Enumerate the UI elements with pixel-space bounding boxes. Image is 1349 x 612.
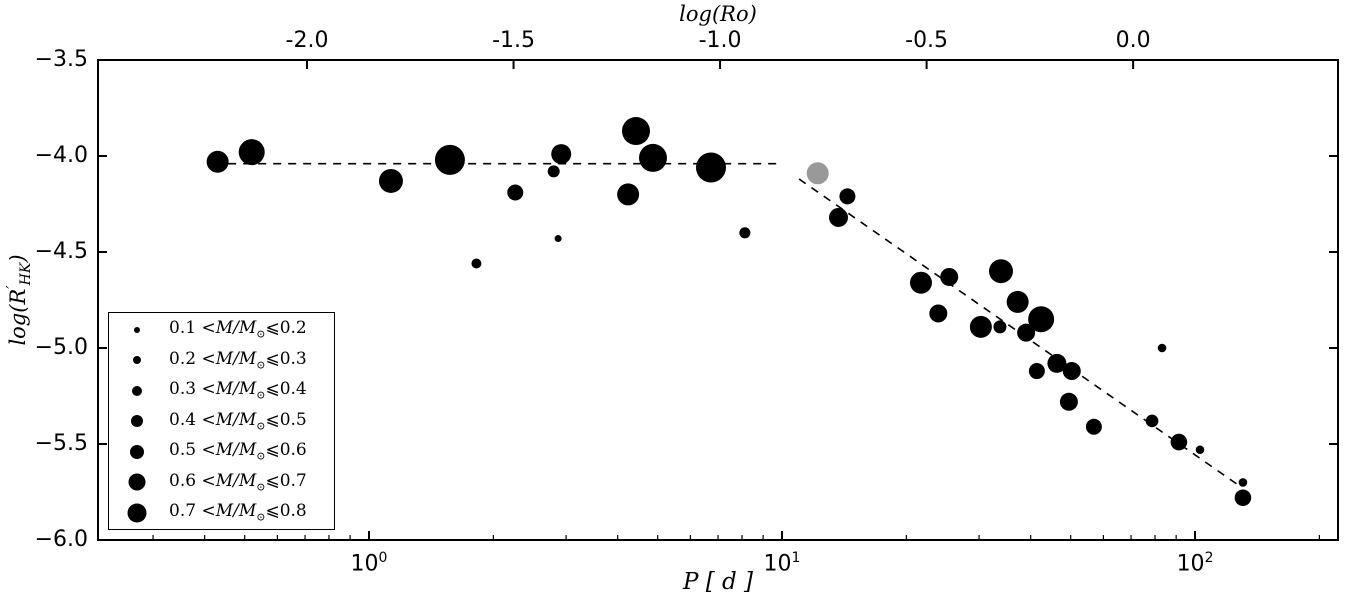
data-point <box>993 320 1007 334</box>
legend-item: 0.7 <M/M⊙⩽0.8 <box>109 499 334 527</box>
legend-item: 0.1 <M/M⊙⩽0.2 <box>109 316 334 344</box>
data-point <box>839 188 856 205</box>
top-tick-label: -1.0 <box>698 28 742 53</box>
y-tick-label: −6.0 <box>34 527 88 552</box>
legend-item-label: 0.2 <M/M⊙⩽0.3 <box>169 348 307 372</box>
data-point <box>617 183 640 206</box>
legend-box: 0.1 <M/M⊙⩽0.2 0.2 <M/M⊙⩽0.3 0.3 <M/M⊙⩽0.4 0… <box>108 312 335 530</box>
data-point <box>434 144 465 175</box>
legend-marker-dot <box>131 415 143 427</box>
top-tick-label: -2.0 <box>285 28 329 53</box>
legend-item: 0.6 <M/M⊙⩽0.7 <box>109 468 334 496</box>
data-point <box>206 150 229 173</box>
data-point <box>1047 353 1067 373</box>
x-tick-label: 101 <box>763 550 801 577</box>
data-point <box>1195 445 1205 455</box>
legend-item: 0.4 <M/M⊙⩽0.5 <box>109 407 334 435</box>
data-point <box>1145 414 1159 428</box>
data-point <box>1017 323 1036 342</box>
y-tick-label: −5.5 <box>34 431 88 456</box>
y-axis-title: log(R′HK) <box>2 254 35 346</box>
data-point <box>969 315 992 338</box>
data-point <box>554 235 562 243</box>
data-point <box>989 259 1014 284</box>
data-point <box>929 304 948 323</box>
legend-item: 0.5 <M/M⊙⩽0.6 <box>109 438 334 466</box>
x-tick-label: 102 <box>1176 550 1214 577</box>
data-point <box>378 168 403 193</box>
data-point <box>1059 392 1078 411</box>
data-point <box>1238 478 1248 487</box>
y-tick-label: −4.0 <box>34 143 88 168</box>
data-point <box>1028 306 1055 333</box>
top-tick-label: 0.0 <box>1115 28 1151 53</box>
top-tick-label: -0.5 <box>905 28 949 53</box>
legend-marker-icon <box>132 385 142 396</box>
data-point <box>739 227 751 239</box>
data-point <box>1170 433 1188 451</box>
top-tick-label: -1.5 <box>492 28 535 53</box>
data-point <box>828 207 848 227</box>
data-point <box>471 258 482 269</box>
y-tick-label: −3.5 <box>34 47 88 72</box>
data-point <box>695 152 726 183</box>
data-point <box>1062 362 1081 381</box>
legend-marker-dot <box>134 326 140 333</box>
data-point <box>1234 489 1252 507</box>
legend-marker-icon <box>131 415 143 427</box>
data-point <box>1085 418 1102 435</box>
data-point <box>547 165 560 178</box>
legend-marker-icon <box>128 473 146 491</box>
legend-marker-dot <box>133 356 141 364</box>
legend-item-label: 0.5 <M/M⊙⩽0.6 <box>169 440 307 463</box>
x-axis-title: P [ d ] <box>682 569 754 595</box>
legend-marker-dot <box>130 444 144 459</box>
data-point <box>238 139 265 166</box>
legend-item: 0.2 <M/M⊙⩽0.3 <box>109 346 334 374</box>
highlighted-data-point <box>806 162 829 185</box>
legend-marker-dot <box>128 473 146 491</box>
data-point <box>1157 343 1167 353</box>
y-tick-label: −4.5 <box>34 239 88 264</box>
legend-item-label: 0.4 <M/M⊙⩽0.5 <box>169 409 307 433</box>
data-point <box>909 271 932 294</box>
data-point <box>1028 363 1045 380</box>
legend-item-label: 0.6 <M/M⊙⩽0.7 <box>169 470 307 494</box>
legend-marker-dot <box>132 385 142 396</box>
data-point <box>940 267 959 286</box>
legend-marker-icon <box>127 503 147 522</box>
legend-item-label: 0.7 <M/M⊙⩽0.8 <box>169 501 307 524</box>
data-point <box>621 117 650 146</box>
data-point <box>507 184 524 201</box>
legend-marker-icon <box>130 444 144 459</box>
legend-marker-icon <box>133 356 141 364</box>
x-tick-label: 100 <box>350 550 388 577</box>
data-point <box>638 143 667 172</box>
y-tick-label: −5.0 <box>34 335 88 360</box>
legend-item-label: 0.3 <M/M⊙⩽0.4 <box>169 379 307 402</box>
legend-marker-dot <box>127 503 147 522</box>
legend-marker-icon <box>134 326 140 333</box>
legend-item: 0.3 <M/M⊙⩽0.4 <box>109 377 334 405</box>
data-point <box>1006 290 1029 313</box>
top-axis-title: log(Ro) <box>679 2 757 26</box>
legend-item-label: 0.1 <M/M⊙⩽0.2 <box>169 318 307 341</box>
data-point <box>551 144 572 165</box>
